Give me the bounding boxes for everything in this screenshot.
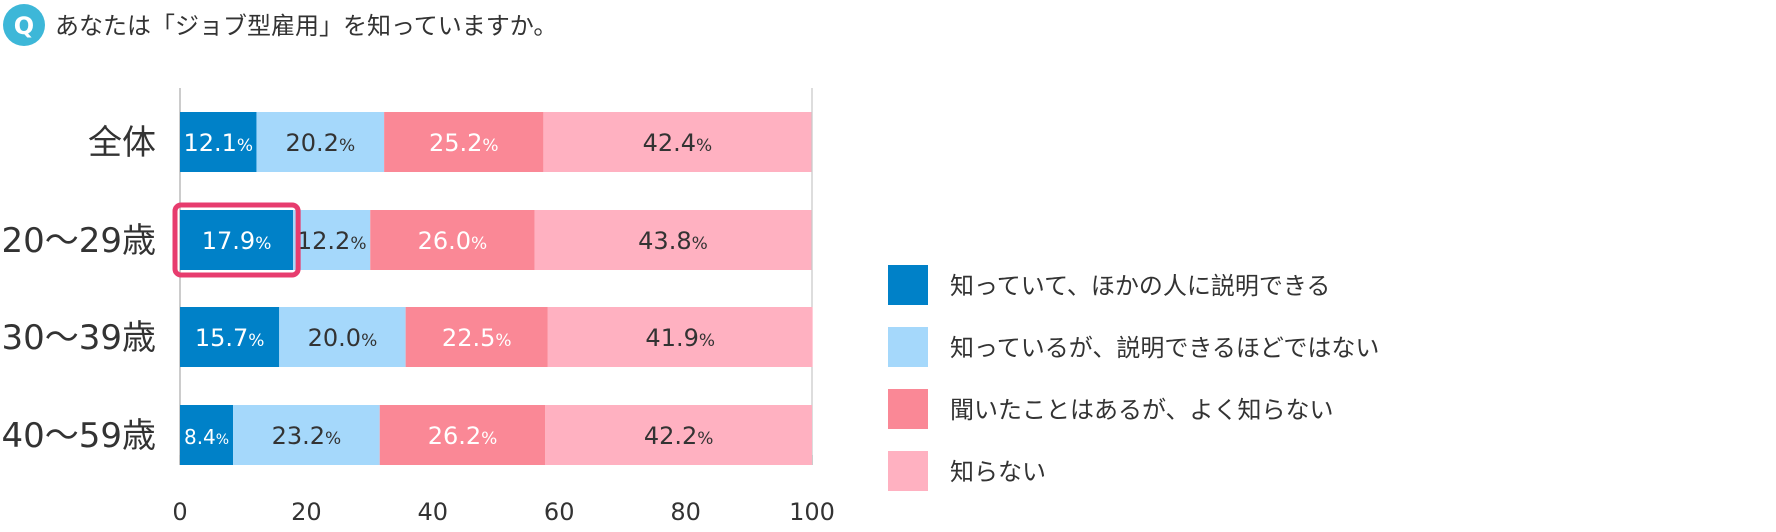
legend-swatch xyxy=(888,265,928,305)
bar-value-label: 25.2% xyxy=(429,129,499,157)
bar-segment xyxy=(180,210,294,270)
bar-segment xyxy=(405,307,548,367)
bar-segment xyxy=(384,112,544,172)
category-label: 30〜39歳 xyxy=(1,318,156,358)
bar-value-label: 43.8% xyxy=(638,227,708,255)
bar-segment xyxy=(534,210,812,270)
legend-label: 知らない xyxy=(950,458,1046,486)
bar-value-label: 20.0% xyxy=(308,324,378,352)
bar-segment xyxy=(180,112,257,172)
category-label: 20〜29歳 xyxy=(1,221,156,261)
x-tick-label: 80 xyxy=(670,498,701,526)
bar-value-label: 12.2% xyxy=(297,227,367,255)
x-tick-label: 100 xyxy=(789,498,835,526)
bar-value-label: 8.4% xyxy=(184,425,229,449)
x-tick-label: 60 xyxy=(544,498,575,526)
category-label: 全体 xyxy=(88,123,156,163)
bar-segment xyxy=(279,307,406,367)
legend: 知っていて、ほかの人に説明できる知っているが、説明できるほどではない聞いたことは… xyxy=(888,265,1379,491)
category-label: 40〜59歳 xyxy=(1,416,156,456)
bar-segment xyxy=(379,405,546,465)
legend-swatch xyxy=(888,327,928,367)
bar-value-label: 26.0% xyxy=(418,227,488,255)
question-text: あなたは「ジョブ型雇用」を知っていますか。 xyxy=(55,12,557,40)
bar-segment xyxy=(256,112,385,172)
bar-value-label: 41.9% xyxy=(645,324,715,352)
category-labels: 全体 20〜29歳 30〜39歳 40〜59歳 xyxy=(1,123,156,456)
legend-label: 知っていて、ほかの人に説明できる xyxy=(950,272,1330,300)
bar-segment xyxy=(180,405,234,465)
bar-value-label: 42.2% xyxy=(644,422,714,450)
bar-segment xyxy=(180,307,280,367)
bar-value-label: 22.5% xyxy=(442,324,512,352)
bar-value-label: 15.7% xyxy=(195,324,265,352)
bar-value-label: 26.2% xyxy=(428,422,498,450)
legend-swatch xyxy=(888,451,928,491)
bar-value-label: 42.4% xyxy=(643,129,713,157)
bar-segment xyxy=(370,210,535,270)
x-tick-label: 0 xyxy=(172,498,187,526)
x-tick-label: 40 xyxy=(418,498,449,526)
question-badge-label: Q xyxy=(14,12,34,40)
bars: 12.1% 20.2% 25.2% 42.4% 17.9% 12.2% 26.0% 43.8%… xyxy=(172,112,813,465)
bar-segment xyxy=(543,112,812,172)
bar-segment xyxy=(545,405,812,465)
legend-label: 知っているが、説明できるほどではない xyxy=(950,334,1379,362)
legend-swatch xyxy=(888,389,928,429)
bar-segment xyxy=(233,405,380,465)
highlight-box xyxy=(172,202,301,278)
legend-label: 聞いたことはあるが、よく知らない xyxy=(950,396,1334,424)
x-tick-label: 20 xyxy=(291,498,322,526)
bar-segment xyxy=(293,210,371,270)
bar-segment xyxy=(547,307,813,367)
bar-value-label: 20.2% xyxy=(286,129,356,157)
bar-value-label: 17.9% xyxy=(202,227,272,255)
bar-value-label: 23.2% xyxy=(272,422,342,450)
question-badge xyxy=(3,4,45,46)
question-header: Q あなたは「ジョブ型雇用」を知っていますか。 xyxy=(3,4,557,46)
bar-value-label: 12.1% xyxy=(183,129,253,157)
